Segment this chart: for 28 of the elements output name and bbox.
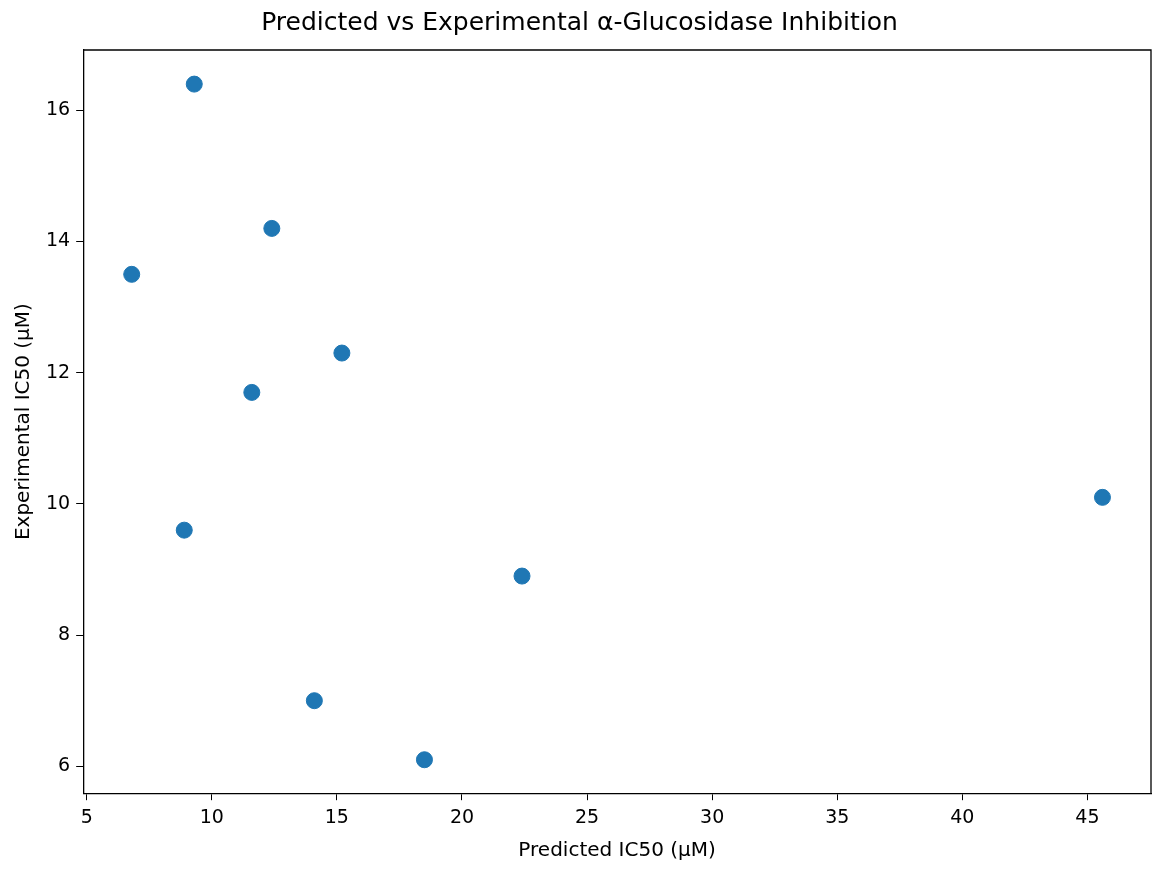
point [263,219,281,237]
point [175,521,193,539]
point [415,751,433,769]
point [185,75,203,93]
y-axis-title: Experimental IC50 (µM) [10,303,35,541]
y-tick-label: 10 [45,490,71,513]
x-tick-label: 25 [574,804,600,827]
x-tick-label: 30 [700,804,725,827]
x-tick-label: 10 [199,804,224,827]
y-tick-label: 14 [45,228,71,251]
x-tick-label: 5 [80,804,93,827]
y-tick-label: 12 [45,359,71,382]
chart-title: Predicted vs Experimental α-Glucosidase Inhibition [261,6,898,36]
x-tick-label: 40 [950,804,975,827]
point [1093,488,1111,506]
y-tick-label: 6 [58,753,71,776]
point [305,692,323,710]
x-axis-title: Predicted IC50 (µM) [518,837,716,862]
y-tick-label: 16 [45,97,71,120]
x-tick-label: 35 [825,804,850,827]
point [243,383,261,401]
y-tick-label: 8 [58,622,71,645]
x-tick-label: 45 [1075,804,1100,827]
x-tick-label: 20 [449,804,475,827]
x-tick-label: 15 [324,804,349,827]
point [333,344,351,362]
point [123,265,141,283]
point [513,567,531,585]
